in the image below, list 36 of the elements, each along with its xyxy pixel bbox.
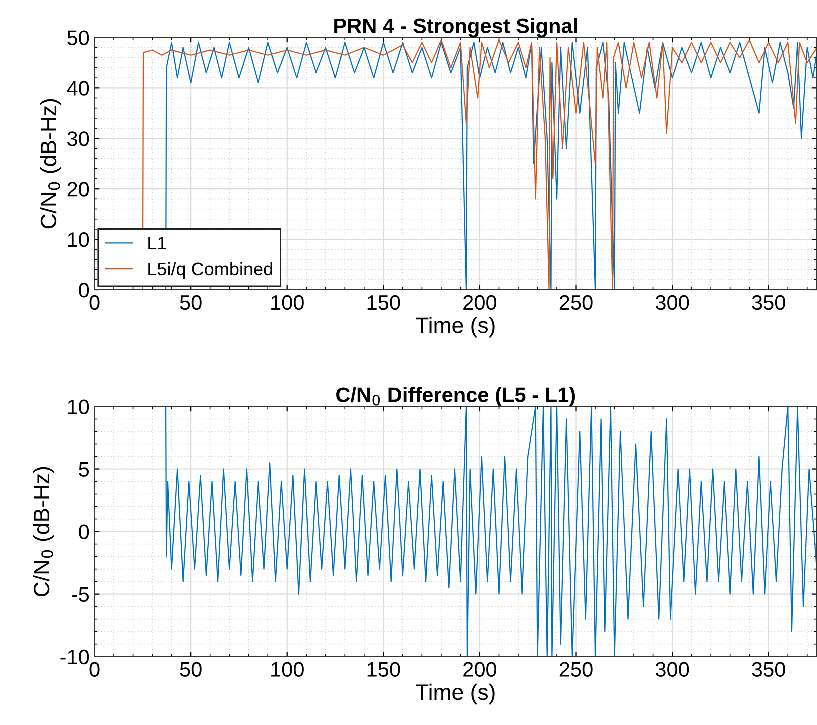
chart-title: PRN 4 - Strongest Signal: [334, 18, 578, 38]
y-axis-title: C/N$_{0}$ (dB-Hz): [33, 467, 54, 597]
y-tick-label: -10: [60, 650, 90, 665]
legend-label: L5i/q Combined: [148, 262, 272, 280]
x-tick-label: 250: [560, 295, 593, 310]
y-tick-label: 40: [67, 81, 90, 96]
x-tick-label: 250: [560, 662, 593, 678]
y-tick-label: 30: [68, 132, 90, 146]
x-tick-label: 50: [180, 662, 202, 678]
x-tick-label: 0: [90, 662, 100, 678]
line-series: [165, 406, 817, 657]
x-axis-title: Time (s): [416, 684, 495, 705]
y-tick-label: -5: [72, 588, 90, 602]
y-tick-label: 10: [68, 232, 90, 248]
x-tick-label: 200: [464, 662, 497, 678]
y-axis-title: C/N$_{0}$ (dB-Hz): [40, 99, 61, 229]
x-tick-label: 0: [90, 295, 100, 310]
x-tick-label: 100: [272, 662, 304, 678]
x-tick-label: 300: [656, 295, 690, 310]
y-tick-label: 0: [79, 524, 90, 540]
x-tick-label: 350: [752, 662, 786, 678]
chart-title: C/N$_{0}$ Difference (L5 - L1): [336, 387, 576, 407]
x-tick-label: 150: [368, 295, 400, 310]
x-tick-label: 300: [656, 662, 690, 678]
x-tick-label: 200: [464, 295, 497, 310]
y-tick-label: 0: [79, 283, 90, 298]
y-tick-label: 5: [79, 462, 90, 478]
y-tick-label: 50: [68, 30, 90, 46]
y-tick-label: 20: [68, 182, 90, 197]
x-tick-label: 50: [180, 295, 202, 310]
x-tick-label: 350: [752, 295, 786, 310]
x-tick-label: 150: [368, 662, 400, 678]
legend-label: L1: [148, 237, 166, 250]
y-tick-label: 10: [68, 400, 90, 414]
x-axis-title: Time (s): [416, 317, 495, 338]
x-tick-label: 100: [272, 295, 304, 310]
